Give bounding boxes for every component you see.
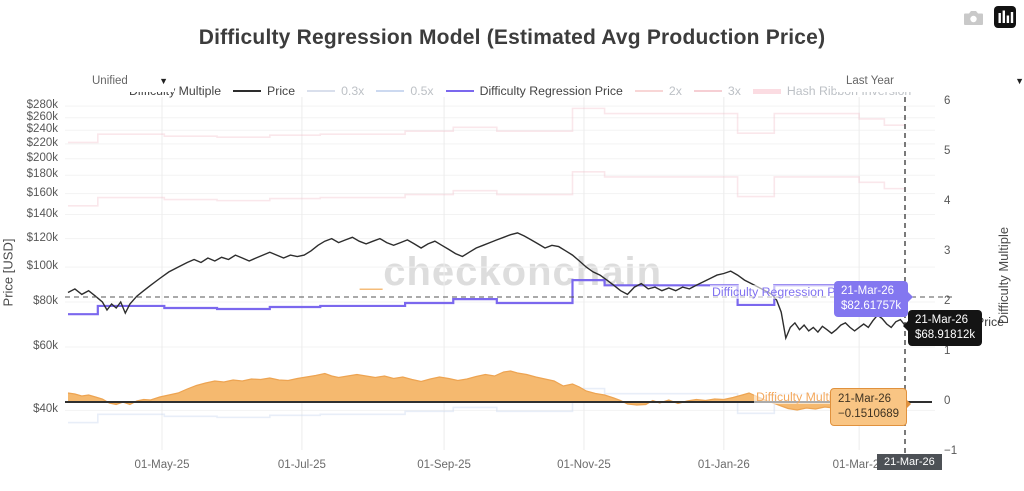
legend-label: 3x: [727, 84, 741, 98]
legend-label: 0.5x: [410, 84, 434, 98]
hover-trace-label-regression: Difficulty Regression Price: [710, 285, 858, 299]
legend-item-0.3x[interactable]: 0.3x: [307, 84, 364, 98]
legend-label: Difficulty Regression Price: [479, 84, 623, 98]
y-left-tick: $160k: [26, 186, 58, 199]
tooltip-multiple: 21-Mar-26 −0.1510689: [830, 388, 912, 426]
y-left-tick: $80k: [33, 295, 58, 307]
legend-label: Price: [267, 84, 296, 98]
series-price: [67, 232, 906, 341]
legend-swatch: [693, 90, 722, 92]
tooltip-date: 21-Mar-26: [915, 314, 969, 326]
x-tick: 01-May-25: [134, 459, 190, 471]
tooltip-value: $68.91812k: [915, 329, 976, 341]
series-3x: [68, 107, 905, 144]
legend-item-price[interactable]: Price: [233, 84, 295, 98]
y-left-tick: $220k: [26, 136, 58, 149]
chevron-down-icon: ▼: [1015, 75, 1024, 86]
y-right-tick: 5: [944, 145, 951, 157]
legend-item-difficulty-regression-price[interactable]: Difficulty Regression Price: [445, 84, 623, 98]
legend-item-2x[interactable]: 2x: [634, 84, 682, 98]
y-left-tick: $260k: [26, 110, 58, 123]
hover-trace-label-multiple: Difficulty Multiple: [754, 390, 851, 404]
bar-chart-logo-icon[interactable]: [994, 6, 1016, 28]
x-tick: 01-Sep-25: [417, 459, 471, 471]
y-right-tick: 1: [944, 345, 951, 357]
legend-swatch: [307, 90, 336, 92]
tooltip-price: 21-Mar-26 $68.91812k: [902, 310, 983, 346]
y-left-tick: $140k: [26, 207, 58, 220]
y-right-tick: 4: [944, 195, 951, 207]
x-tick: 01-Jan-26: [697, 459, 750, 471]
legend-swatch: [445, 90, 474, 92]
legend-swatch: [634, 90, 663, 92]
x-axis-cursor-tag: 21-Mar-26: [877, 454, 942, 470]
hover-mode-dropdown[interactable]: Unified ▼: [86, 69, 174, 92]
modebar: [962, 6, 1016, 28]
series-0.3x: [68, 468, 905, 491]
legend-swatch: [752, 88, 781, 94]
legend-swatch: [233, 90, 262, 92]
range-dropdown[interactable]: Last Year ▼: [836, 69, 1024, 92]
hover-mode-value: Unified: [92, 74, 128, 87]
x-tick: 01-Jul-25: [277, 459, 326, 471]
legend-label: 0.3x: [341, 84, 365, 98]
legend-label: 2x: [668, 84, 682, 98]
legend-swatch: [376, 90, 405, 92]
page-title: Difficulty Regression Model (Estimated A…: [198, 26, 826, 49]
tooltip-date: 21-Mar-26: [838, 393, 892, 405]
y-right-tick: −1: [944, 445, 958, 457]
series-2x: [68, 170, 905, 207]
y-left-tick: $40k: [33, 403, 58, 416]
y-left-tick: $100k: [26, 260, 58, 273]
tooltip-date: 21-Mar-26: [841, 285, 895, 297]
y-right-tick: 0: [944, 395, 951, 407]
y-right-tick: 6: [944, 95, 951, 107]
camera-icon[interactable]: [962, 6, 984, 28]
y-left-tick: $200k: [26, 151, 58, 164]
y-left-tick: $120k: [26, 231, 58, 244]
series-difficulty-multiple-area: [68, 371, 905, 410]
x-tick: 01-Nov-25: [557, 459, 611, 471]
y-left-tick: $180k: [26, 168, 58, 181]
tooltip-value: $82.61757k: [841, 300, 902, 312]
chevron-down-icon: ▼: [159, 75, 168, 86]
legend-item-3x[interactable]: 3x: [693, 84, 741, 98]
hover-trace-label-price: Price: [976, 315, 1005, 329]
y-left-tick: $280k: [26, 99, 58, 112]
y-right-tick: 3: [944, 245, 951, 257]
y-left-tick: $60k: [33, 339, 58, 352]
tooltip-value: −0.1510689: [838, 408, 900, 420]
y-right-tick: 2: [944, 295, 951, 307]
y-left-tick: $240k: [26, 123, 58, 136]
tooltip-regression: 21-Mar-26 $82.61757k: [834, 281, 914, 317]
watermark-underscore: _: [360, 250, 384, 294]
range-value: Last Year: [846, 74, 894, 87]
x-tick: 01-Mar-26: [832, 459, 886, 471]
legend-item-0.5x[interactable]: 0.5x: [376, 84, 434, 98]
